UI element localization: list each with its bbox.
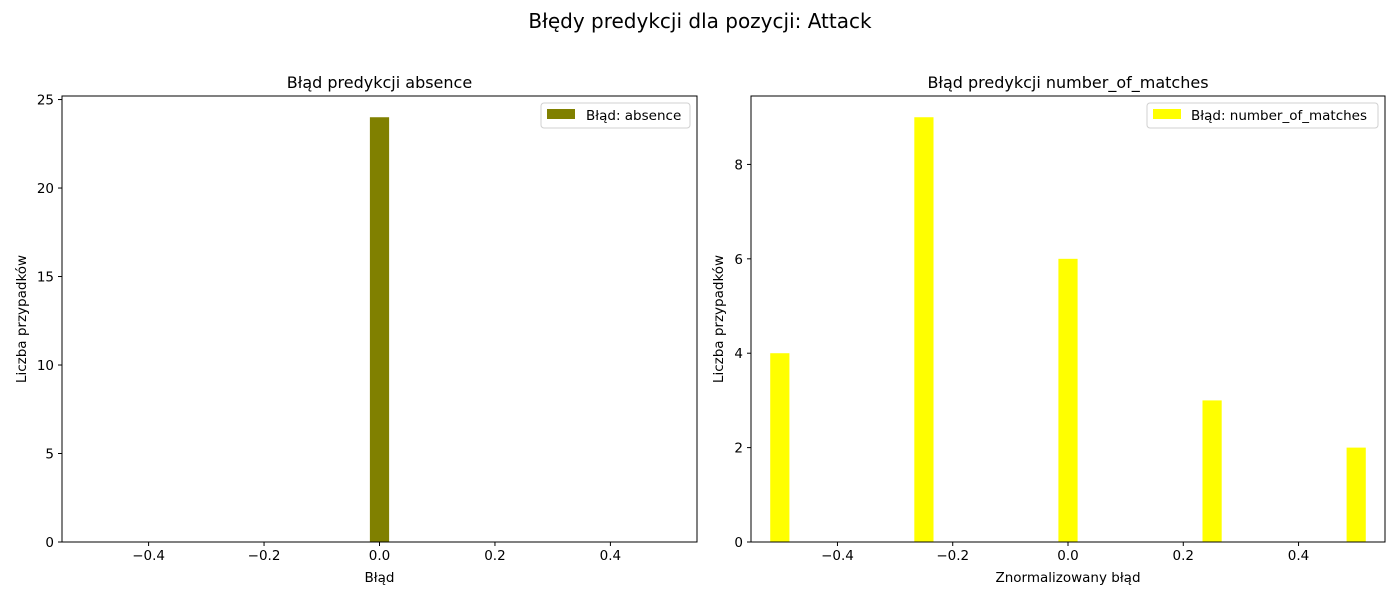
bar-group — [369, 117, 390, 542]
x-ticks: −0.4 −0.2 0.0 0.2 0.4 — [132, 542, 621, 564]
subplot-number-of-matches: Błąd predykcji number_of_matches Znormal… — [711, 73, 1386, 586]
legend-label: Błąd: absence — [586, 108, 681, 124]
bar — [1058, 258, 1078, 542]
y-tick-label: 15 — [37, 270, 54, 286]
x-tick-label: 0.4 — [1288, 548, 1309, 564]
x-axis-label: Błąd — [365, 570, 395, 586]
x-ticks: −0.4 −0.2 0.0 0.2 0.4 — [821, 542, 1309, 564]
x-tick-label: −0.2 — [248, 548, 281, 564]
y-tick-label: 20 — [37, 181, 54, 197]
bar — [1346, 447, 1366, 542]
plot-frame — [61, 95, 698, 543]
subplot-title: Błąd predykcji absence — [287, 73, 472, 92]
legend-label: Błąd: number_of_matches — [1191, 108, 1367, 124]
y-tick-label: 8 — [734, 157, 743, 173]
y-ticks: 0 2 4 6 8 — [734, 157, 751, 551]
bar-group — [770, 117, 1366, 542]
bar — [369, 117, 390, 542]
subplot-absence: Błąd predykcji absence Błąd Liczba przyp… — [14, 73, 698, 586]
y-ticks: 0 5 10 15 20 25 — [37, 93, 62, 551]
x-tick-label: 0.0 — [1057, 548, 1078, 564]
legend-box — [540, 102, 691, 129]
x-tick-label: −0.4 — [821, 548, 854, 564]
x-tick-label: 0.2 — [1173, 548, 1194, 564]
y-tick-label: 10 — [37, 358, 54, 374]
y-tick-label: 5 — [45, 447, 54, 463]
x-tick-label: 0.0 — [369, 548, 390, 564]
plot-frame — [750, 95, 1386, 543]
x-tick-label: 0.2 — [484, 548, 505, 564]
y-tick-label: 25 — [37, 93, 54, 109]
bar — [914, 117, 934, 542]
legend-swatch — [1153, 109, 1181, 119]
y-axis-label: Liczba przypadków — [711, 255, 727, 383]
x-tick-label: −0.2 — [936, 548, 969, 564]
x-tick-label: 0.4 — [600, 548, 621, 564]
bar — [1202, 400, 1222, 542]
legend-swatch — [547, 109, 575, 119]
y-tick-label: 0 — [734, 535, 743, 551]
y-tick-label: 4 — [734, 346, 743, 362]
bar — [770, 353, 790, 542]
legend: Błąd: number_of_matches — [1146, 102, 1379, 129]
figure-title: Błędy predykcji dla pozycji: Attack — [528, 9, 872, 33]
y-axis-label: Liczba przypadków — [14, 255, 30, 383]
y-tick-label: 2 — [734, 441, 743, 457]
x-tick-label: −0.4 — [132, 548, 165, 564]
legend-box — [1146, 102, 1379, 129]
subplot-title: Błąd predykcji number_of_matches — [927, 73, 1208, 93]
y-tick-label: 6 — [734, 252, 743, 268]
legend: Błąd: absence — [540, 102, 691, 129]
x-axis-label: Znormalizowany błąd — [995, 570, 1140, 586]
y-tick-label: 0 — [45, 535, 54, 551]
